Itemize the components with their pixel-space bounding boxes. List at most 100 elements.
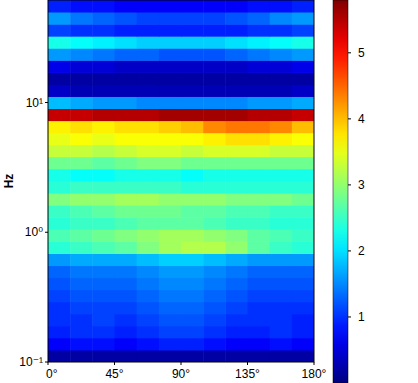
cell (137, 121, 160, 134)
cell (115, 326, 138, 338)
y-tick-label: 10⁻¹ (19, 355, 43, 369)
cell (248, 0, 271, 13)
cell (48, 84, 71, 96)
cell (92, 217, 115, 230)
cell (115, 36, 138, 48)
cell (137, 0, 160, 13)
cell (270, 48, 293, 61)
cell (248, 253, 271, 266)
cell (270, 72, 293, 85)
cell (48, 217, 71, 230)
cell (225, 60, 248, 73)
cell (70, 109, 93, 122)
cell (137, 314, 160, 327)
cell (115, 253, 138, 266)
cell (270, 302, 293, 315)
cell (92, 157, 115, 170)
cell (248, 24, 271, 37)
cell (70, 338, 93, 351)
cell (225, 36, 248, 48)
cell (248, 326, 271, 338)
colorbar (333, 0, 348, 383)
cell (225, 314, 248, 327)
cell (225, 0, 248, 13)
cell (92, 338, 115, 351)
cell (92, 181, 115, 194)
cell (159, 229, 182, 242)
cell (92, 326, 115, 338)
cell (137, 12, 160, 25)
cell (225, 241, 248, 254)
cell (270, 109, 293, 122)
cell (137, 157, 160, 170)
cell (181, 326, 204, 338)
cell (159, 338, 182, 351)
cell (248, 48, 271, 61)
cell (159, 24, 182, 37)
cell (92, 96, 115, 109)
cell (203, 96, 226, 109)
cell (137, 145, 160, 158)
cell (225, 96, 248, 109)
cell (203, 278, 226, 291)
cell (137, 338, 160, 351)
cell (203, 60, 226, 73)
cell (248, 217, 271, 230)
cell (115, 48, 138, 61)
cell (225, 326, 248, 338)
cell (181, 24, 204, 37)
cell (270, 326, 293, 338)
cell (270, 60, 293, 73)
x-tick-label: 45° (105, 367, 123, 381)
cell (159, 241, 182, 254)
cell (225, 84, 248, 96)
cell (48, 48, 71, 61)
cell (115, 84, 138, 96)
y-tick (45, 362, 48, 363)
cell (159, 266, 182, 279)
cell (137, 241, 160, 254)
cell (292, 24, 314, 37)
cell (115, 266, 138, 279)
cell (203, 241, 226, 254)
cell (70, 96, 93, 109)
cell (292, 36, 314, 48)
cell (225, 12, 248, 25)
cell (92, 302, 115, 315)
cell (292, 229, 314, 242)
cell (137, 169, 160, 182)
cell (225, 290, 248, 303)
cell (137, 36, 160, 48)
cell (92, 314, 115, 327)
cell (115, 0, 138, 13)
cell (203, 24, 226, 37)
cell (203, 169, 226, 182)
cell (48, 229, 71, 242)
cell (159, 314, 182, 327)
y-tick-label: 10¹ (26, 96, 43, 110)
cell (292, 253, 314, 266)
cell (225, 193, 248, 205)
cell (159, 205, 182, 218)
cell (115, 181, 138, 194)
cell (248, 84, 271, 96)
colorbar-tick (348, 52, 351, 53)
cell (92, 205, 115, 218)
cell (292, 338, 314, 351)
cell (48, 145, 71, 158)
cell (203, 121, 226, 134)
cell (115, 314, 138, 327)
cell (48, 12, 71, 25)
cell (292, 181, 314, 194)
cell (92, 229, 115, 242)
cell (203, 217, 226, 230)
cell (70, 121, 93, 134)
cell (137, 48, 160, 61)
cell (48, 193, 71, 205)
cell (137, 326, 160, 338)
cell (159, 326, 182, 338)
cell (70, 157, 93, 170)
cell (270, 266, 293, 279)
cell (137, 60, 160, 73)
cell (70, 326, 93, 338)
